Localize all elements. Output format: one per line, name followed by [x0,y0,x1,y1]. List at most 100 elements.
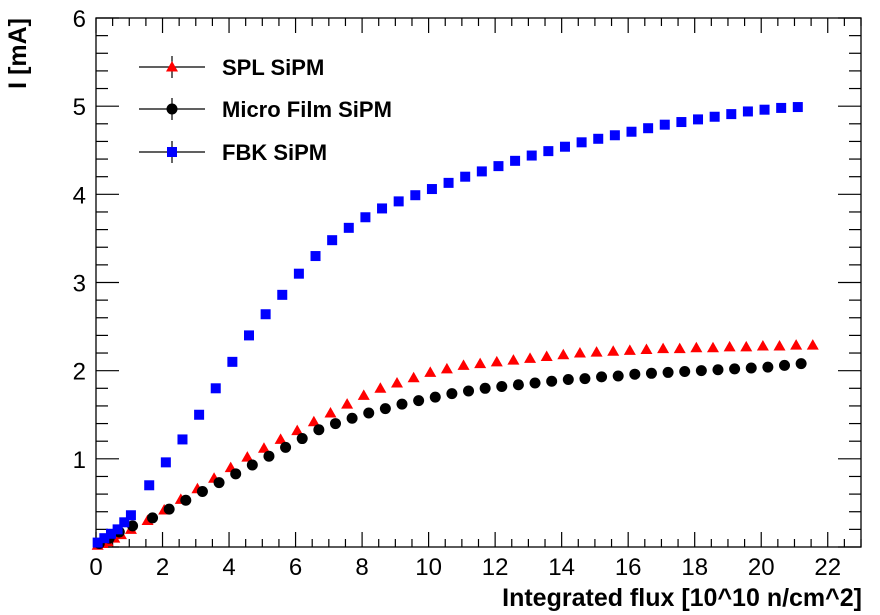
fbk-point [177,434,188,445]
fbk-point [112,524,123,535]
axis-ticks [95,17,862,548]
fbk-point [293,268,304,279]
fbk-point [693,114,704,125]
micro-film-point [712,364,724,376]
fbk-point [105,528,116,539]
legend-entry-micro-film: Micro Film SiPM [139,97,392,122]
spl-point [241,451,254,462]
spl-point [391,377,404,388]
micro-film-point [512,379,524,391]
spl-point [756,339,769,351]
legend-micro-film-circle-icon [166,103,178,115]
micro-film-point [127,520,139,532]
y-tick-label: 3 [73,271,86,298]
fbk-point [426,184,437,195]
fbk-point [759,104,770,115]
x-tick-label: 22 [814,554,841,581]
spl-point [440,362,453,374]
spl-point [623,344,636,355]
x-tick-label: 20 [748,554,775,581]
fbk-point [144,480,155,491]
x-tick-label: 8 [355,554,368,581]
spl-point [307,415,320,427]
spl-point [607,345,620,356]
micro-film-point [246,459,258,471]
micro-film-point [579,373,591,385]
fbk-point [99,533,110,544]
fbk-point [792,102,803,113]
fbk-point [659,119,670,130]
micro-film-point [280,441,292,453]
legend: SPL SiPM Micro Film SiPM FBK SiPM [139,55,392,165]
micro-film-point [546,375,558,387]
micro-film-point [379,403,391,415]
micro-film-point [213,477,225,489]
fbk-point [310,251,321,262]
spl-point [490,355,503,367]
fbk-point [709,111,720,122]
legend-spl-label: SPL SiPM [222,55,324,80]
micro-film-point [263,450,275,462]
micro-film-point [529,377,541,389]
spl-point [324,406,337,418]
legend-spl-triangle-icon [166,61,178,72]
micro-film-point [562,373,574,385]
micro-film-point [479,382,491,394]
x-tick-label: 18 [681,554,708,581]
x-tick-label: 2 [156,554,169,581]
spl-point [806,339,819,350]
y-tick-label: 1 [73,447,86,474]
fbk-point [244,330,254,341]
x-tick-label: 6 [289,554,302,581]
micro-film-point [596,371,608,383]
micro-film-point [679,366,691,378]
spl-point [590,346,603,357]
fbk-point [125,510,136,521]
x-tick-label: 0 [89,554,102,581]
spl-point [524,352,537,363]
x-tick-label: 12 [482,554,509,581]
micro-film-point [147,512,159,524]
fbk-point [260,309,271,320]
spl-point [790,339,803,350]
micro-film-point [779,359,790,371]
micro-film-point [662,366,674,378]
fbk-point [609,130,620,141]
spl-point [257,442,270,453]
x-axis-title: Integrated flux [10^10 n/cm^2] [502,584,862,612]
spl-point [540,350,553,362]
micro-film-point [629,368,641,380]
fbk-point [776,102,787,113]
micro-film-point [795,358,807,370]
spl-point [407,371,420,383]
spl-point [573,347,586,358]
plot-frame [95,17,862,548]
micro-film-point [612,370,624,382]
spl-point [557,348,570,360]
micro-film-point [729,363,741,375]
spl-point [723,340,736,352]
legend-fbk-square-icon [167,147,177,157]
spl-point [706,341,719,353]
micro-film-point [329,418,341,430]
micro-film-point [645,367,657,379]
fbk-point [393,196,404,207]
x-tick-label: 14 [548,554,575,581]
spl-point [673,342,686,354]
fbk-point [227,356,238,367]
spl-point [357,389,370,400]
fbk-point [92,537,103,548]
x-tick-label: 16 [615,554,642,581]
y-tick-label: 4 [73,182,86,209]
fbk-point [360,212,371,223]
micro-film-point [496,381,508,393]
spl-point [457,359,470,370]
spl-point [690,341,703,353]
micro-film-point [762,361,774,373]
legend-fbk-label: FBK SiPM [222,140,327,165]
fbk-point [593,133,604,144]
micro-film-point [695,365,707,377]
fbk-point [443,177,454,188]
legend-micro-film-label: Micro Film SiPM [222,97,392,122]
